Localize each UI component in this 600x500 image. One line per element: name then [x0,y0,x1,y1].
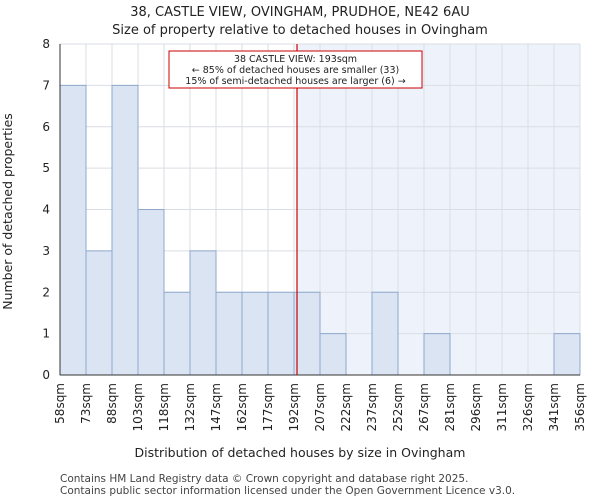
y-tick-label: 2 [42,285,50,299]
y-axis-label: Number of detached properties [0,113,15,310]
x-tick-label: 177sqm [261,383,275,431]
y-tick-label: 4 [42,203,50,217]
x-tick-label: 147sqm [209,383,223,431]
y-tick-label: 8 [42,37,50,51]
annotation-line1: 38 CASTLE VIEW: 193sqm [234,54,357,65]
histogram-bar [215,291,243,376]
x-tick-label: 281sqm [443,383,457,431]
y-tick-label: 0 [42,368,50,382]
x-tick-label: 326sqm [521,383,535,431]
histogram-bar [59,84,87,376]
x-tick-label: 73sqm [79,383,93,424]
histogram-bar [85,250,113,376]
histogram-bar [293,291,321,376]
histogram-bar [553,333,581,376]
histogram-bar [423,333,451,376]
histogram-bar [163,291,191,376]
x-tick-label: 192sqm [287,383,301,431]
x-tick-label: 132sqm [183,383,197,431]
histogram-bar [137,209,165,376]
x-tick-label: 88sqm [105,383,119,424]
histogram-bar [189,250,217,376]
chart-subtitle: Size of property relative to detached ho… [112,23,488,38]
annotation-line3: 15% of semi-detached houses are larger (… [185,76,405,87]
histogram-bar [267,291,295,376]
x-tick-label: 103sqm [131,383,145,431]
y-tick-label: 5 [42,161,50,175]
histogram-bar [371,291,399,376]
y-tick-label: 3 [42,244,50,258]
y-tick-label: 1 [42,327,50,341]
x-tick-label: 356sqm [573,383,587,431]
x-tick-label: 267sqm [417,383,431,431]
x-tick-label: 58sqm [53,383,67,424]
histogram-bar [111,84,139,376]
histogram-bar [319,333,347,376]
annotation-box [168,50,423,89]
x-axis-label: Distribution of detached houses by size … [135,445,466,460]
footer-licence: Contains public sector information licen… [60,485,516,497]
x-tick-label: 311sqm [495,383,509,431]
x-tick-label: 222sqm [339,383,353,431]
chart-title: 38, CASTLE VIEW, OVINGHAM, PRUDHOE, NE42… [130,5,470,20]
y-tick-label: 7 [42,78,50,92]
x-tick-label: 252sqm [391,383,405,431]
x-tick-label: 207sqm [313,383,327,431]
x-tick-label: 341sqm [547,383,561,431]
histogram-bar [241,291,269,376]
x-tick-label: 118sqm [157,383,171,431]
x-tick-label: 296sqm [469,383,483,431]
x-tick-label: 237sqm [365,383,379,431]
y-tick-label: 6 [42,120,50,134]
annotation-line2: ← 85% of detached houses are smaller (33… [192,65,399,76]
x-tick-label: 162sqm [235,383,249,431]
footer-copyright: Contains HM Land Registry data © Crown c… [60,473,469,485]
